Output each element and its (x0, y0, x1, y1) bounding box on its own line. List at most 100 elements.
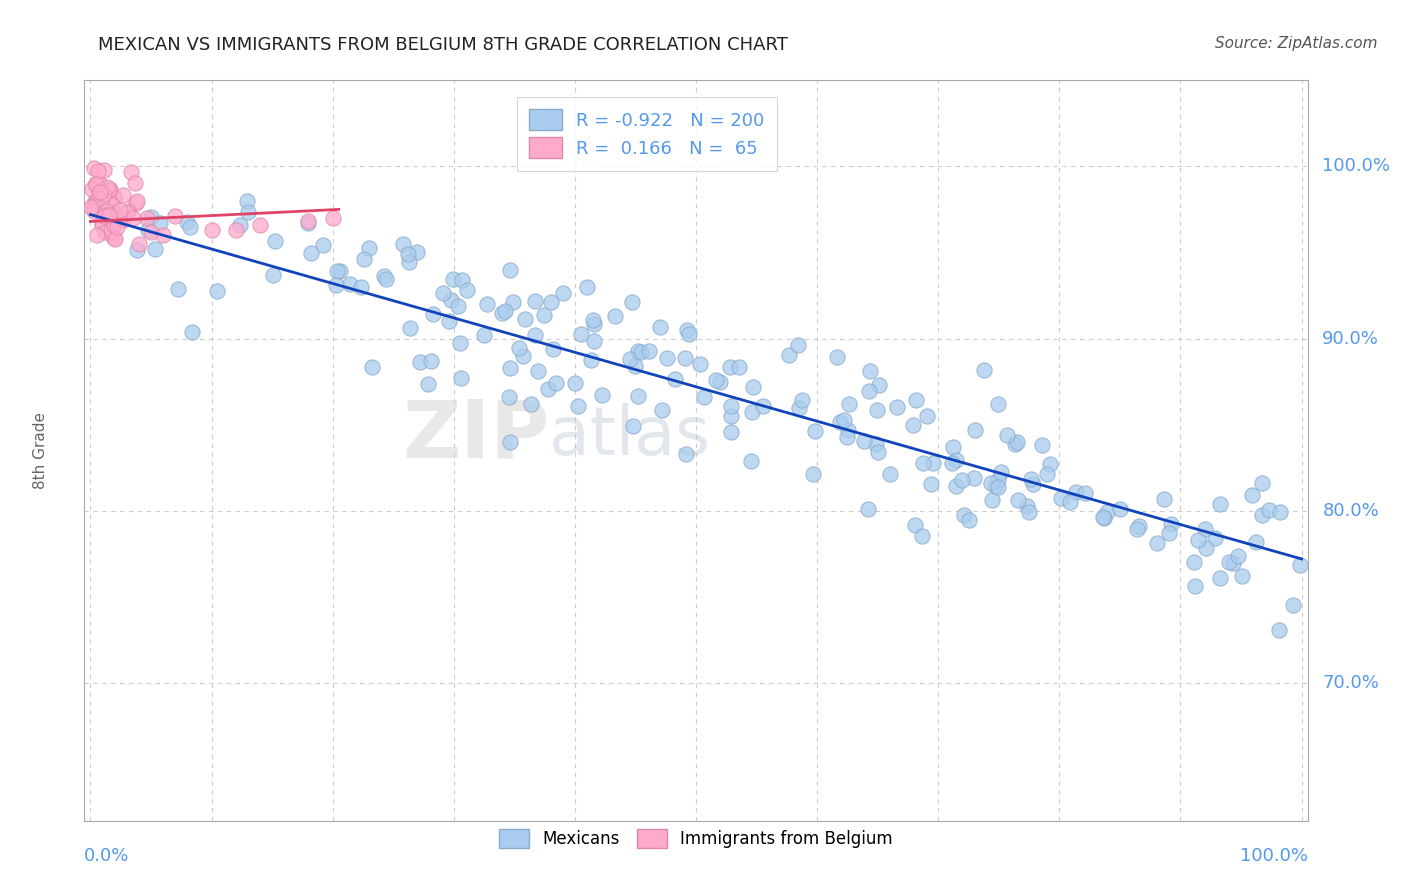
Point (398, 255, 420, 269)
Text: 80.0%: 80.0% (1322, 501, 1379, 520)
Point (1240, 487, 1263, 501)
Point (450, 273, 472, 287)
Point (638, 344, 661, 359)
Point (103, 218, 125, 232)
Point (120, 165, 142, 179)
Point (494, 304, 516, 318)
Point (90, 193, 112, 207)
Point (398, 321, 420, 335)
Point (675, 447, 697, 461)
Point (93, 187, 115, 202)
Point (96, 206, 118, 220)
Point (91, 218, 114, 232)
Point (1035, 467, 1057, 481)
Point (325, 278, 347, 293)
Point (499, 263, 522, 277)
Point (101, 198, 124, 212)
Point (742, 379, 765, 393)
Point (540, 294, 562, 309)
Point (912, 456, 935, 470)
Point (139, 211, 162, 225)
Point (619, 351, 641, 366)
Point (963, 470, 986, 484)
Point (82, 199, 104, 213)
Point (1268, 623, 1291, 637)
Point (995, 427, 1018, 442)
Point (1268, 505, 1291, 519)
Point (630, 344, 652, 359)
Point (524, 328, 547, 343)
Point (1022, 476, 1045, 491)
Point (86, 177, 108, 191)
Point (128, 236, 150, 251)
Point (100, 219, 122, 234)
Point (225, 223, 247, 237)
Point (1059, 495, 1081, 509)
Point (447, 300, 470, 314)
Point (728, 360, 751, 375)
Point (720, 425, 742, 440)
Point (104, 232, 127, 246)
Point (127, 194, 149, 209)
Point (181, 325, 204, 339)
Point (440, 293, 463, 307)
Point (838, 397, 860, 411)
Point (100, 224, 122, 238)
Point (105, 219, 128, 234)
Text: Source: ZipAtlas.com: Source: ZipAtlas.com (1215, 36, 1378, 51)
Text: MEXICAN VS IMMIGRANTS FROM BELGIUM 8TH GRADE CORRELATION CHART: MEXICAN VS IMMIGRANTS FROM BELGIUM 8TH G… (98, 36, 789, 54)
Point (450, 371, 472, 385)
Point (499, 361, 522, 376)
Point (856, 501, 879, 516)
Point (537, 383, 560, 397)
Point (704, 373, 727, 387)
Point (567, 399, 589, 413)
Point (1125, 523, 1147, 537)
Point (957, 513, 980, 527)
Point (657, 351, 679, 366)
Point (520, 397, 543, 411)
Text: 8th Grade: 8th Grade (32, 412, 48, 489)
Point (498, 390, 520, 404)
Point (103, 218, 125, 232)
Point (1187, 533, 1209, 548)
Point (752, 399, 775, 413)
Point (1019, 472, 1042, 486)
Point (235, 194, 257, 208)
Point (491, 306, 513, 320)
Point (418, 376, 440, 391)
Point (135, 211, 157, 226)
Point (648, 320, 671, 334)
Point (80, 200, 103, 214)
Point (868, 378, 890, 392)
Point (1092, 511, 1115, 525)
Point (1244, 534, 1267, 549)
Point (720, 409, 742, 423)
Point (179, 220, 201, 235)
Text: 100.0%: 100.0% (1240, 847, 1308, 864)
Point (143, 243, 166, 257)
Point (858, 364, 880, 378)
Point (90, 216, 112, 230)
Point (262, 268, 284, 282)
Point (357, 241, 380, 255)
Point (124, 176, 146, 190)
Point (1031, 438, 1053, 452)
Point (149, 216, 172, 230)
Text: 70.0%: 70.0% (1322, 673, 1379, 692)
Point (125, 244, 148, 258)
Point (165, 209, 187, 223)
Point (93, 163, 115, 178)
Point (98, 182, 121, 196)
Point (1227, 549, 1250, 564)
Point (1208, 571, 1230, 585)
Text: atlas: atlas (550, 402, 710, 468)
Point (396, 247, 419, 261)
Point (901, 418, 924, 433)
Point (987, 473, 1010, 487)
Point (592, 388, 614, 402)
Point (82, 182, 104, 196)
Point (904, 517, 927, 532)
Point (720, 399, 742, 413)
Point (312, 238, 335, 252)
